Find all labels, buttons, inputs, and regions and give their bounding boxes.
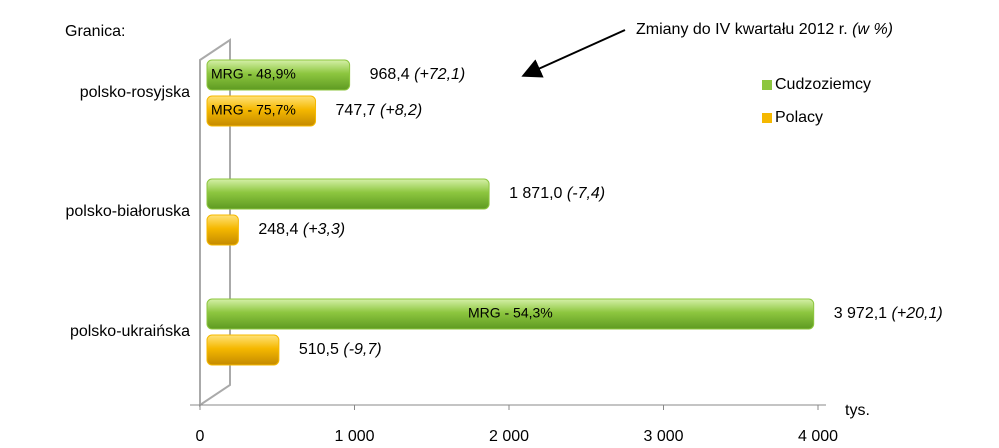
inner-label: MRG - 75,7% xyxy=(211,102,296,118)
change-text: (+20,1) xyxy=(892,305,943,322)
annotation-unit: (w %) xyxy=(852,21,893,38)
legend-swatch xyxy=(762,80,772,90)
bar xyxy=(206,214,239,246)
y-tick-label: polsko-rosyjska xyxy=(80,84,190,101)
annotation: Zmiany do IV kwartału 2012 r. (w %) xyxy=(636,21,893,38)
y-tick-label: polsko-białoruska xyxy=(65,203,190,220)
value-text: 248,4 xyxy=(258,221,298,238)
bar xyxy=(206,298,815,330)
x-tick-label: 2 000 xyxy=(489,428,529,445)
bar xyxy=(206,59,351,91)
change-text: (-7,4) xyxy=(567,185,605,202)
change-text: (+3,3) xyxy=(303,221,345,238)
bar xyxy=(206,95,317,127)
value-label: 968,4 (+72,1) xyxy=(370,66,466,83)
x-tick-label: 4 000 xyxy=(798,428,838,445)
value-label: 248,4 (+3,3) xyxy=(258,221,345,238)
value-label: 1 871,0 (-7,4) xyxy=(509,185,605,202)
annotation-text: Zmiany do IV kwartału 2012 r. xyxy=(636,21,848,38)
x-tick-label: 0 xyxy=(196,428,205,445)
x-tick-label: 3 000 xyxy=(643,428,683,445)
value-label: 510,5 (-9,7) xyxy=(299,341,382,358)
value-text: 1 871,0 xyxy=(509,185,562,202)
value-label: 3 972,1 (+20,1) xyxy=(834,305,943,322)
change-text: (+72,1) xyxy=(414,66,465,83)
legend-label: Polacy xyxy=(775,109,823,126)
wall xyxy=(199,38,231,407)
bar xyxy=(206,178,490,210)
value-text: 510,5 xyxy=(299,341,339,358)
bar xyxy=(206,334,280,366)
value-label: 747,7 (+8,2) xyxy=(336,102,423,119)
x-tick-label: 1 000 xyxy=(334,428,374,445)
change-text: (+8,2) xyxy=(380,102,422,119)
inner-label: MRG - 48,9% xyxy=(211,66,296,82)
legend-swatch xyxy=(762,113,772,123)
legend-label: Cudzoziemcy xyxy=(775,76,871,93)
value-text: 968,4 xyxy=(370,66,410,83)
inner-label: MRG - 54,3% xyxy=(468,305,553,321)
value-text: 747,7 xyxy=(336,102,376,119)
value-text: 3 972,1 xyxy=(834,305,887,322)
x-axis-label: tys. xyxy=(845,402,870,419)
y-axis-label: Granica: xyxy=(65,23,125,40)
annotation-arrow xyxy=(521,29,626,78)
y-tick-label: polsko-ukraińska xyxy=(70,323,190,340)
change-text: (-9,7) xyxy=(343,341,381,358)
